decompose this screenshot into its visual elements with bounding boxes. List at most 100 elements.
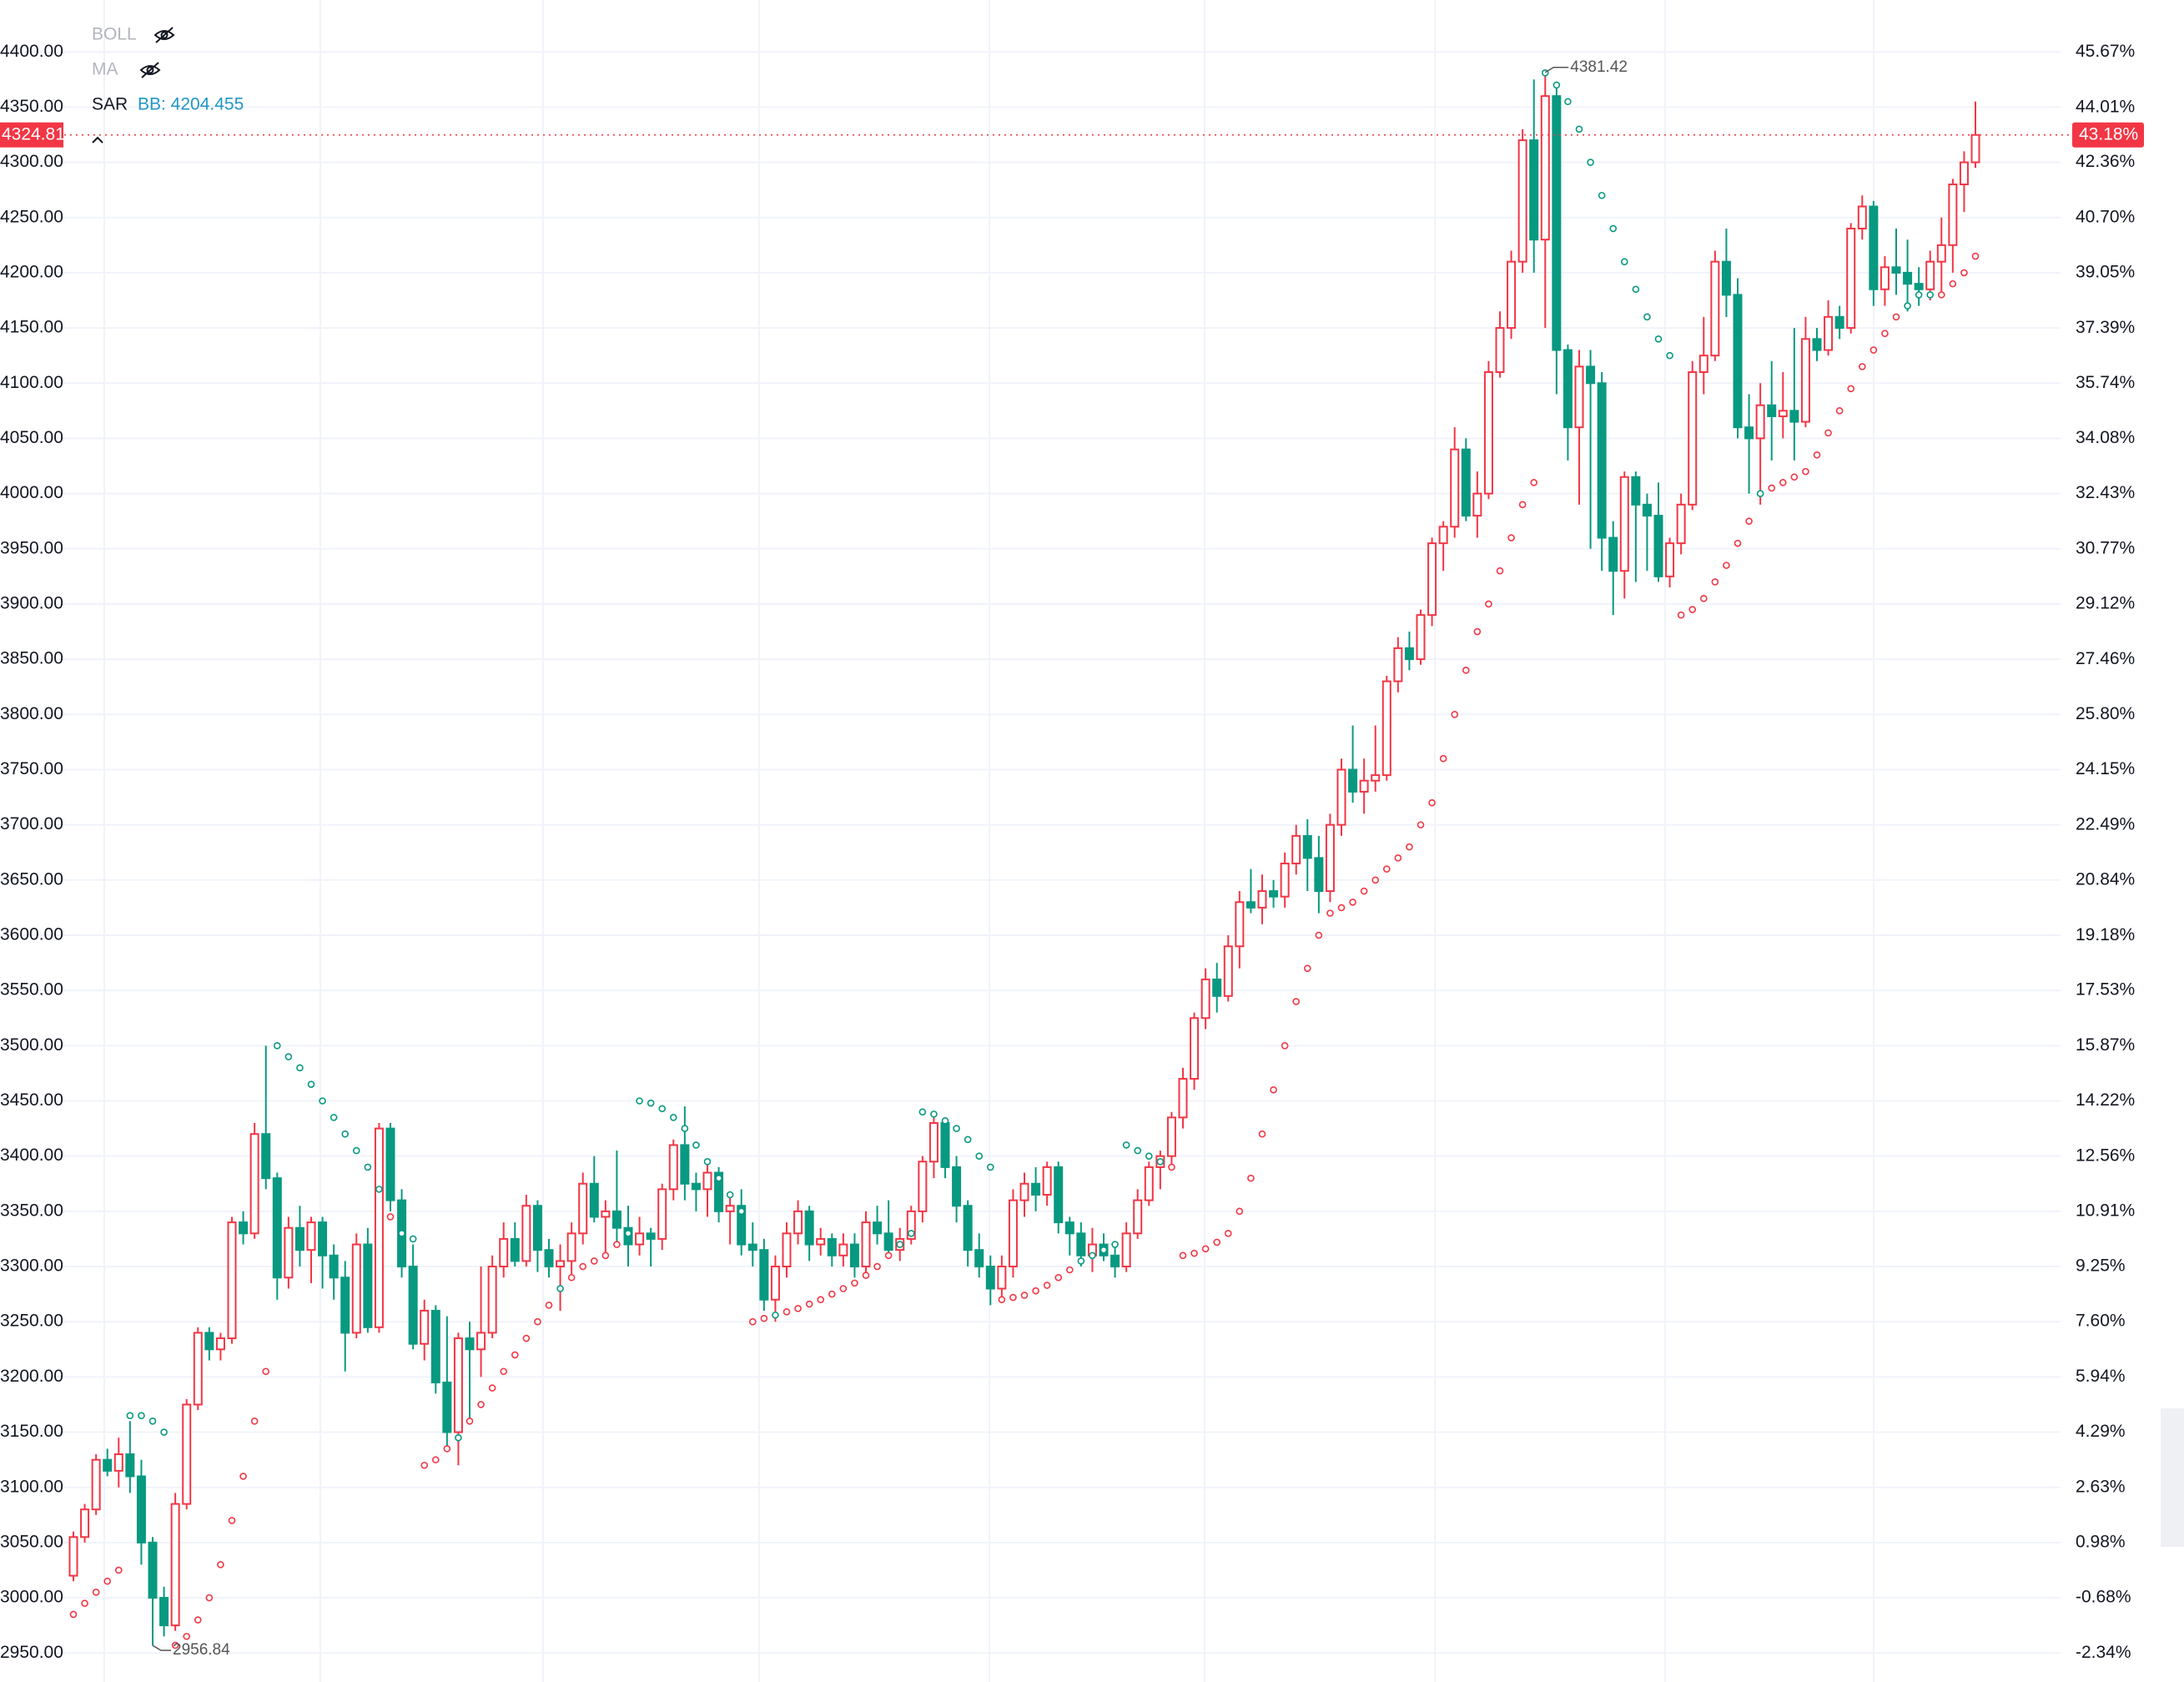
y2-tick-label: 37.39% bbox=[2076, 318, 2135, 337]
sar-dot bbox=[1270, 1085, 1277, 1094]
candle-body bbox=[510, 1237, 520, 1262]
candle-body bbox=[838, 1243, 848, 1256]
candle-body bbox=[906, 1210, 916, 1240]
sar-dot bbox=[443, 1445, 451, 1453]
indicator-name[interactable]: BOLL bbox=[92, 25, 137, 44]
sar-dot bbox=[1235, 1207, 1244, 1216]
candle-body bbox=[691, 1182, 701, 1191]
sar-dot bbox=[986, 1163, 994, 1171]
y2-tick-label: 2.63% bbox=[2076, 1477, 2126, 1496]
y2-tick-label: 14.22% bbox=[2076, 1090, 2135, 1110]
candle-body bbox=[1891, 266, 1901, 274]
sar-dot bbox=[1168, 1163, 1175, 1171]
y-tick-label: 4100.00 bbox=[0, 373, 63, 392]
candle-body bbox=[1767, 404, 1777, 417]
sar-dot bbox=[307, 1080, 315, 1088]
candle-body bbox=[1190, 1017, 1200, 1080]
sar-dot bbox=[1134, 1146, 1142, 1155]
sar-dot bbox=[1156, 1157, 1165, 1166]
hide-icon[interactable] bbox=[153, 27, 175, 43]
sar-dot bbox=[1077, 1257, 1085, 1265]
candle-body bbox=[657, 1188, 667, 1240]
candle-body bbox=[1064, 1221, 1074, 1235]
sar-dot bbox=[1654, 335, 1663, 343]
indicator-name[interactable]: MA bbox=[92, 60, 118, 79]
candle-body bbox=[793, 1210, 803, 1235]
sar-dot bbox=[772, 1311, 779, 1319]
sar-dot bbox=[1360, 887, 1368, 895]
sar-dot bbox=[1824, 429, 1832, 437]
candle-body bbox=[883, 1232, 893, 1251]
candle-body bbox=[1031, 1182, 1041, 1196]
y-tick-label: 3400.00 bbox=[0, 1146, 63, 1165]
candle-body bbox=[294, 1226, 304, 1251]
candle-body bbox=[1507, 260, 1517, 330]
candle-body bbox=[1461, 448, 1471, 517]
y-tick-label: 3500.00 bbox=[0, 1035, 63, 1055]
candle-body bbox=[1280, 862, 1290, 898]
candle-body bbox=[1336, 768, 1346, 826]
y2-tick-label: 9.25% bbox=[2076, 1256, 2126, 1276]
sar-dot bbox=[839, 1285, 848, 1292]
candle-body bbox=[928, 1121, 939, 1163]
sar-dot bbox=[1915, 291, 1923, 299]
candle-body bbox=[725, 1205, 735, 1212]
sar-dot bbox=[330, 1114, 338, 1121]
candle-body bbox=[1563, 349, 1573, 429]
candle-body bbox=[1235, 901, 1245, 948]
sar-dot bbox=[477, 1401, 485, 1408]
candle-body bbox=[1302, 834, 1312, 859]
sar-dot bbox=[183, 1633, 191, 1640]
y-tick-label: 3450.00 bbox=[0, 1090, 63, 1110]
sar-dot bbox=[805, 1300, 813, 1308]
y-tick-label: 3800.00 bbox=[0, 704, 63, 723]
sar-dot bbox=[1790, 473, 1799, 481]
candle-body bbox=[499, 1237, 509, 1268]
candle-body bbox=[589, 1182, 599, 1218]
last-change-badge bbox=[2072, 122, 2144, 148]
candle-body bbox=[1427, 542, 1437, 617]
y2-tick-label: 27.46% bbox=[2076, 649, 2135, 668]
sar-dot bbox=[1756, 490, 1764, 497]
candle-body bbox=[1178, 1078, 1188, 1119]
sar-dot bbox=[1043, 1282, 1051, 1289]
y-tick-label: 4300.00 bbox=[0, 152, 63, 171]
sar-dot bbox=[941, 1117, 949, 1125]
y-tick-label: 3300.00 bbox=[0, 1256, 63, 1276]
y2-tick-label: 29.12% bbox=[2076, 593, 2135, 612]
hide-icon[interactable] bbox=[139, 62, 161, 78]
collapse-caret[interactable] bbox=[92, 136, 103, 144]
last-price-badge bbox=[0, 122, 63, 148]
sar-dot bbox=[1904, 302, 1911, 310]
indicator-name[interactable]: SAR bbox=[92, 95, 128, 114]
sar-dot bbox=[1349, 898, 1356, 906]
sar-dot bbox=[1292, 998, 1301, 1005]
sar-dot bbox=[703, 1157, 712, 1166]
candle-body bbox=[1166, 1116, 1176, 1157]
y2-tick-label: 0.98% bbox=[2076, 1532, 2126, 1551]
sar-dot bbox=[273, 1042, 281, 1050]
candle-body bbox=[714, 1171, 724, 1212]
y2-tick-label: 40.70% bbox=[2076, 208, 2135, 227]
pupil bbox=[160, 31, 169, 39]
sar-dot bbox=[1971, 252, 1980, 260]
y2-tick-label: 4.29% bbox=[2076, 1422, 2126, 1441]
pupil bbox=[146, 66, 154, 74]
candle-body bbox=[487, 1266, 497, 1334]
candle-body bbox=[1846, 227, 1856, 330]
candle-body bbox=[1472, 492, 1482, 517]
sar-dot bbox=[1587, 159, 1594, 166]
sar-dot bbox=[1315, 931, 1323, 939]
candle-body bbox=[408, 1266, 418, 1345]
candle-body bbox=[918, 1161, 928, 1212]
candle-body bbox=[1144, 1166, 1154, 1201]
sar-dot bbox=[431, 1456, 440, 1463]
y-tick-label: 4150.00 bbox=[0, 318, 63, 337]
candle-body bbox=[1642, 503, 1652, 517]
sar-dot bbox=[1100, 1246, 1108, 1254]
sar-dot bbox=[1598, 191, 1606, 199]
candle-body bbox=[1495, 327, 1505, 374]
candle-body bbox=[680, 1144, 690, 1185]
candle-body bbox=[215, 1337, 225, 1351]
candle-body bbox=[1552, 95, 1562, 351]
